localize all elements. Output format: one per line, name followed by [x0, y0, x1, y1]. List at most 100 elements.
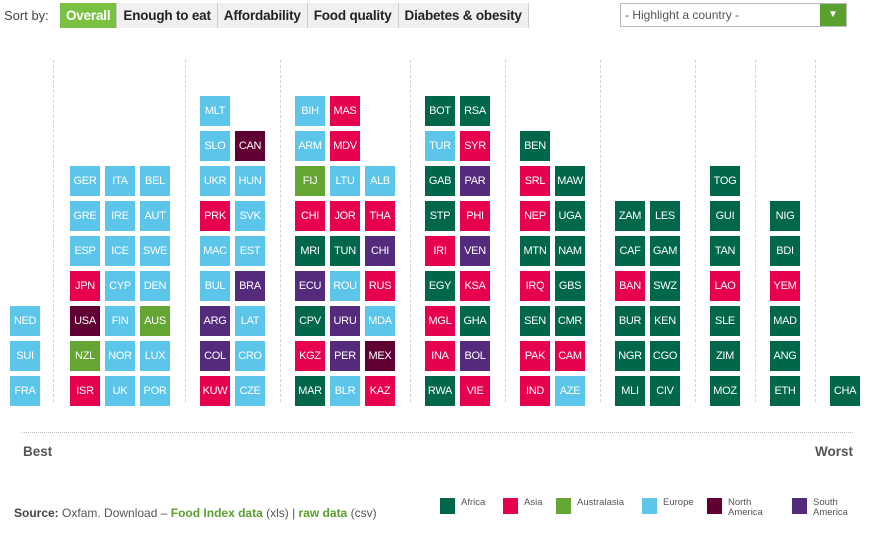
tab-diabetes-obesity[interactable]: Diabetes & obesity: [398, 3, 529, 28]
country-tile-ken[interactable]: KEN: [650, 306, 680, 336]
country-tile-slo[interactable]: SLO: [200, 131, 230, 161]
country-tile-ned[interactable]: NED: [10, 306, 40, 336]
country-tile-syr[interactable]: SYR: [460, 131, 490, 161]
country-tile-bur[interactable]: BUR: [615, 306, 645, 336]
country-tile-bra[interactable]: BRA: [235, 271, 265, 301]
country-tile-alb[interactable]: ALB: [365, 166, 395, 196]
country-tile-bdi[interactable]: BDI: [770, 236, 800, 266]
country-tile-kaz[interactable]: KAZ: [365, 376, 395, 406]
country-tile-aut[interactable]: AUT: [140, 201, 170, 231]
country-tile-par[interactable]: PAR: [460, 166, 490, 196]
country-tile-swz[interactable]: SWZ: [650, 271, 680, 301]
country-tile-cmr[interactable]: CMR: [555, 306, 585, 336]
country-tile-mex[interactable]: MEX: [365, 341, 395, 371]
country-tile-svk[interactable]: SVK: [235, 201, 265, 231]
country-tile-uru[interactable]: URU: [330, 306, 360, 336]
country-tile-nzl[interactable]: NZL: [70, 341, 100, 371]
country-tile-ltu[interactable]: LTU: [330, 166, 360, 196]
country-tile-cpv[interactable]: CPV: [295, 306, 325, 336]
country-tile-gha[interactable]: GHA: [460, 306, 490, 336]
country-tile-can[interactable]: CAN: [235, 131, 265, 161]
raw-data-link[interactable]: raw data: [298, 506, 348, 520]
country-tile-zim[interactable]: ZIM: [710, 341, 740, 371]
country-tile-tan[interactable]: TAN: [710, 236, 740, 266]
country-tile-bot[interactable]: BOT: [425, 96, 455, 126]
country-tile-jpn[interactable]: JPN: [70, 271, 100, 301]
country-tile-ecu[interactable]: ECU: [295, 271, 325, 301]
food-index-data-link[interactable]: Food Index data: [170, 506, 263, 520]
country-tile-cam[interactable]: CAM: [555, 341, 585, 371]
country-tile-sle[interactable]: SLE: [710, 306, 740, 336]
country-tile-blr[interactable]: BLR: [330, 376, 360, 406]
country-tile-ksa[interactable]: KSA: [460, 271, 490, 301]
country-tile-mad[interactable]: MAD: [770, 306, 800, 336]
country-tile-ina[interactable]: INA: [425, 341, 455, 371]
country-tile-bol[interactable]: BOL: [460, 341, 490, 371]
country-tile-ven[interactable]: VEN: [460, 236, 490, 266]
country-tile-aze[interactable]: AZE: [555, 376, 585, 406]
country-tile-ger[interactable]: GER: [70, 166, 100, 196]
country-tile-srl[interactable]: SRL: [520, 166, 550, 196]
country-tile-yem[interactable]: YEM: [770, 271, 800, 301]
country-tile-arm[interactable]: ARM: [295, 131, 325, 161]
country-tile-gam[interactable]: GAM: [650, 236, 680, 266]
country-tile-ukr[interactable]: UKR: [200, 166, 230, 196]
country-tile-nep[interactable]: NEP: [520, 201, 550, 231]
country-tile-tog[interactable]: TOG: [710, 166, 740, 196]
country-tile-rwa[interactable]: RWA: [425, 376, 455, 406]
country-tile-esp[interactable]: ESP: [70, 236, 100, 266]
country-tile-uk[interactable]: UK: [105, 376, 135, 406]
country-tile-eth[interactable]: ETH: [770, 376, 800, 406]
country-tile-stp[interactable]: STP: [425, 201, 455, 231]
country-tile-les[interactable]: LES: [650, 201, 680, 231]
country-tile-cgo[interactable]: CGO: [650, 341, 680, 371]
country-tile-est[interactable]: EST: [235, 236, 265, 266]
country-tile-bih[interactable]: BIH: [295, 96, 325, 126]
country-tile-moz[interactable]: MOZ: [710, 376, 740, 406]
country-tile-swe[interactable]: SWE: [140, 236, 170, 266]
country-tile-maw[interactable]: MAW: [555, 166, 585, 196]
country-tile-por[interactable]: POR: [140, 376, 170, 406]
country-tile-kuw[interactable]: KUW: [200, 376, 230, 406]
country-tile-mas[interactable]: MAS: [330, 96, 360, 126]
country-tile-prk[interactable]: PRK: [200, 201, 230, 231]
country-tile-bel[interactable]: BEL: [140, 166, 170, 196]
country-tile-jor[interactable]: JOR: [330, 201, 360, 231]
country-tile-ang[interactable]: ANG: [770, 341, 800, 371]
country-tile-caf[interactable]: CAF: [615, 236, 645, 266]
highlight-country-select[interactable]: - Highlight a country - ▼: [620, 3, 847, 27]
country-tile-lux[interactable]: LUX: [140, 341, 170, 371]
country-tile-pak[interactable]: PAK: [520, 341, 550, 371]
country-tile-gui[interactable]: GUI: [710, 201, 740, 231]
country-tile-lao[interactable]: LAO: [710, 271, 740, 301]
country-tile-rou[interactable]: ROU: [330, 271, 360, 301]
country-tile-nor[interactable]: NOR: [105, 341, 135, 371]
country-tile-fin[interactable]: FIN: [105, 306, 135, 336]
country-tile-fra[interactable]: FRA: [10, 376, 40, 406]
country-tile-egy[interactable]: EGY: [425, 271, 455, 301]
country-tile-cyp[interactable]: CYP: [105, 271, 135, 301]
country-tile-mdv[interactable]: MDV: [330, 131, 360, 161]
country-tile-ban[interactable]: BAN: [615, 271, 645, 301]
country-tile-cze[interactable]: CZE: [235, 376, 265, 406]
country-tile-aus[interactable]: AUS: [140, 306, 170, 336]
tab-food-quality[interactable]: Food quality: [307, 3, 399, 28]
country-tile-mar[interactable]: MAR: [295, 376, 325, 406]
country-tile-chi[interactable]: CHI: [365, 236, 395, 266]
tab-enough-to-eat[interactable]: Enough to eat: [117, 3, 218, 28]
country-tile-fij[interactable]: FIJ: [295, 166, 325, 196]
country-tile-tur[interactable]: TUR: [425, 131, 455, 161]
country-tile-mli[interactable]: MLI: [615, 376, 645, 406]
country-tile-chi[interactable]: CHI: [295, 201, 325, 231]
country-tile-mac[interactable]: MAC: [200, 236, 230, 266]
country-tile-usa[interactable]: USA: [70, 306, 100, 336]
tab-overall[interactable]: Overall: [60, 3, 118, 28]
country-tile-bul[interactable]: BUL: [200, 271, 230, 301]
country-tile-zam[interactable]: ZAM: [615, 201, 645, 231]
country-tile-uga[interactable]: UGA: [555, 201, 585, 231]
country-tile-col[interactable]: COL: [200, 341, 230, 371]
country-tile-civ[interactable]: CIV: [650, 376, 680, 406]
country-tile-phi[interactable]: PHI: [460, 201, 490, 231]
country-tile-gre[interactable]: GRE: [70, 201, 100, 231]
country-tile-kgz[interactable]: KGZ: [295, 341, 325, 371]
